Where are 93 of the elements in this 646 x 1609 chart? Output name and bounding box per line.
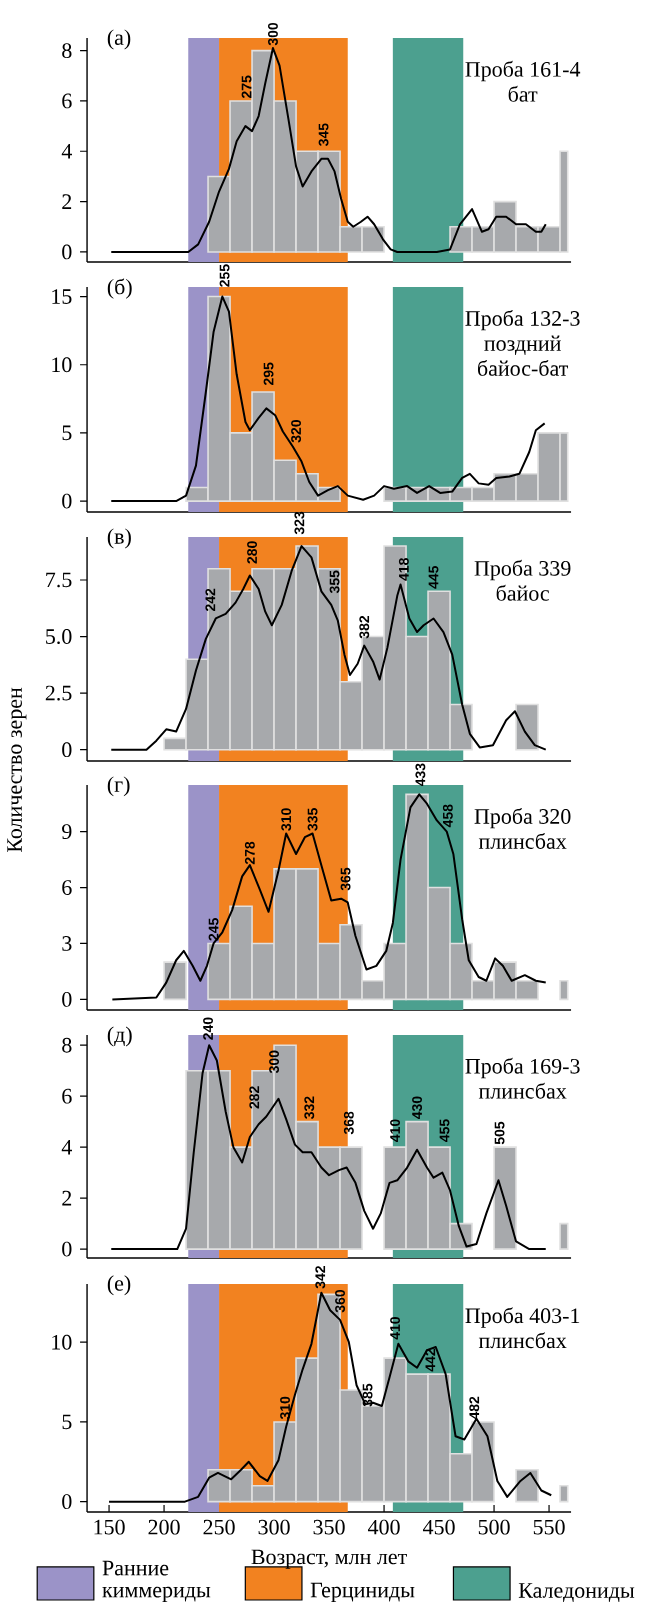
- y-axis-title: Количество зерен: [7, 687, 27, 853]
- annotation: 240: [203, 1017, 213, 1040]
- chart-title: (г): [107, 776, 130, 797]
- y-tick-label: 0: [62, 742, 72, 758]
- y-tick-label: 5.0: [46, 629, 72, 645]
- x-tick-label: 300: [258, 1519, 290, 1535]
- y-tick-label: 8: [62, 43, 72, 59]
- annotation: 365: [340, 867, 351, 891]
- y-tick-label: 7.5: [46, 572, 72, 588]
- y-tick-label: 2.5: [45, 685, 72, 701]
- y-tick-label: 9: [62, 824, 72, 840]
- y-tick-label: 6: [62, 1088, 72, 1104]
- y-tick-label: 0: [62, 1241, 72, 1257]
- annotation: 418: [398, 558, 409, 581]
- annotation: Проба 161-4: [465, 60, 581, 82]
- annotation: 342: [315, 1266, 326, 1289]
- y-tick-label: 3: [62, 936, 72, 951]
- annotation: 433: [415, 763, 426, 787]
- annotation: 385: [362, 1383, 373, 1407]
- annotation: 278: [244, 841, 255, 865]
- annotation: Проба 169-3: [465, 1057, 580, 1079]
- chart-title: (в): [107, 528, 131, 549]
- annotation: Проба 320: [474, 807, 571, 829]
- annotation: 445: [428, 565, 439, 589]
- x-tick-label: 150: [94, 1519, 125, 1535]
- x-tick-label: 200: [148, 1519, 180, 1535]
- chart-title: (е): [107, 1275, 131, 1296]
- annotation: 310: [280, 1396, 291, 1420]
- annotation: 430: [412, 1096, 422, 1120]
- annotation: 323: [294, 511, 305, 535]
- y-tick-label: 0: [62, 1494, 72, 1510]
- annotation: 332: [304, 1096, 315, 1119]
- annotation: 310: [281, 808, 292, 831]
- annotation: поздний: [484, 335, 561, 355]
- annotation: 282: [249, 1086, 260, 1109]
- x-tick-label: 400: [367, 1519, 400, 1535]
- annotation: 482: [469, 1396, 480, 1420]
- annotation: байос: [496, 584, 549, 601]
- legend-label: Герциниды: [310, 1582, 415, 1602]
- annotation: 280: [247, 541, 257, 564]
- x-tick-label: 500: [478, 1519, 510, 1535]
- y-tick-label: 2: [62, 1190, 72, 1206]
- annotation: Проба 339: [474, 559, 571, 581]
- y-tick-label: 8: [62, 1037, 72, 1053]
- annotation: 368: [343, 1111, 354, 1135]
- annotation: 245: [208, 918, 219, 941]
- annotation: 410: [390, 1317, 400, 1340]
- y-tick-label: 10: [52, 1334, 72, 1350]
- y-tick-label: 2: [62, 194, 72, 209]
- chart-title: (д): [107, 1026, 132, 1047]
- x-tick-label: 550: [533, 1519, 565, 1535]
- annotation: 505: [494, 1121, 505, 1145]
- annotation: 410: [390, 1119, 400, 1142]
- annotation: 300: [269, 1050, 279, 1074]
- annotation: 335: [307, 808, 318, 831]
- annotation: 255: [219, 264, 230, 287]
- y-tick-label: 0: [62, 244, 72, 260]
- annotation: 458: [442, 804, 453, 828]
- annotation: 295: [263, 362, 274, 386]
- y-tick-label: 5: [62, 1414, 72, 1430]
- y-tick-label: 5: [62, 425, 72, 441]
- chart-title: (б): [107, 278, 132, 299]
- x-axis-title: Возраст, млн лет: [251, 1549, 407, 1569]
- y-tick-label: 6: [62, 93, 72, 109]
- annotation: байос-бат: [477, 359, 568, 376]
- y-tick-label: 15: [52, 289, 72, 304]
- annotation: 275: [241, 75, 252, 99]
- annotation: плинсбах: [478, 1082, 567, 1099]
- legend-label: Ранние киммериды: [102, 1560, 211, 1602]
- annotation: 382: [359, 615, 370, 639]
- annotation: 360: [335, 1289, 345, 1313]
- annotation: 320: [291, 420, 301, 443]
- annotation: Проба 403-1: [465, 1307, 580, 1328]
- chart-title: (а): [107, 29, 131, 50]
- y-tick-label: 0: [62, 991, 72, 1007]
- x-tick-label: 250: [203, 1519, 235, 1535]
- annotation: 355: [329, 570, 340, 594]
- annotation: плинсбах: [478, 1332, 567, 1349]
- annotation: 242: [205, 588, 216, 612]
- annotation: 300: [267, 22, 278, 46]
- y-tick-label: 0: [62, 493, 72, 509]
- x-tick-label: 450: [422, 1519, 455, 1535]
- annotation: 455: [439, 1119, 450, 1142]
- y-tick-label: 4: [61, 1139, 72, 1155]
- x-tick-label: 350: [313, 1519, 345, 1535]
- annotation: бат: [508, 85, 538, 102]
- legend-label: Каледониды: [518, 1583, 635, 1602]
- annotation: плинсбах: [478, 832, 567, 849]
- y-tick-label: 6: [62, 880, 72, 895]
- annotation: Проба 132-3: [465, 309, 580, 331]
- y-tick-label: 10: [52, 357, 72, 373]
- y-tick-label: 4: [61, 144, 72, 159]
- annotation: 345: [318, 123, 329, 147]
